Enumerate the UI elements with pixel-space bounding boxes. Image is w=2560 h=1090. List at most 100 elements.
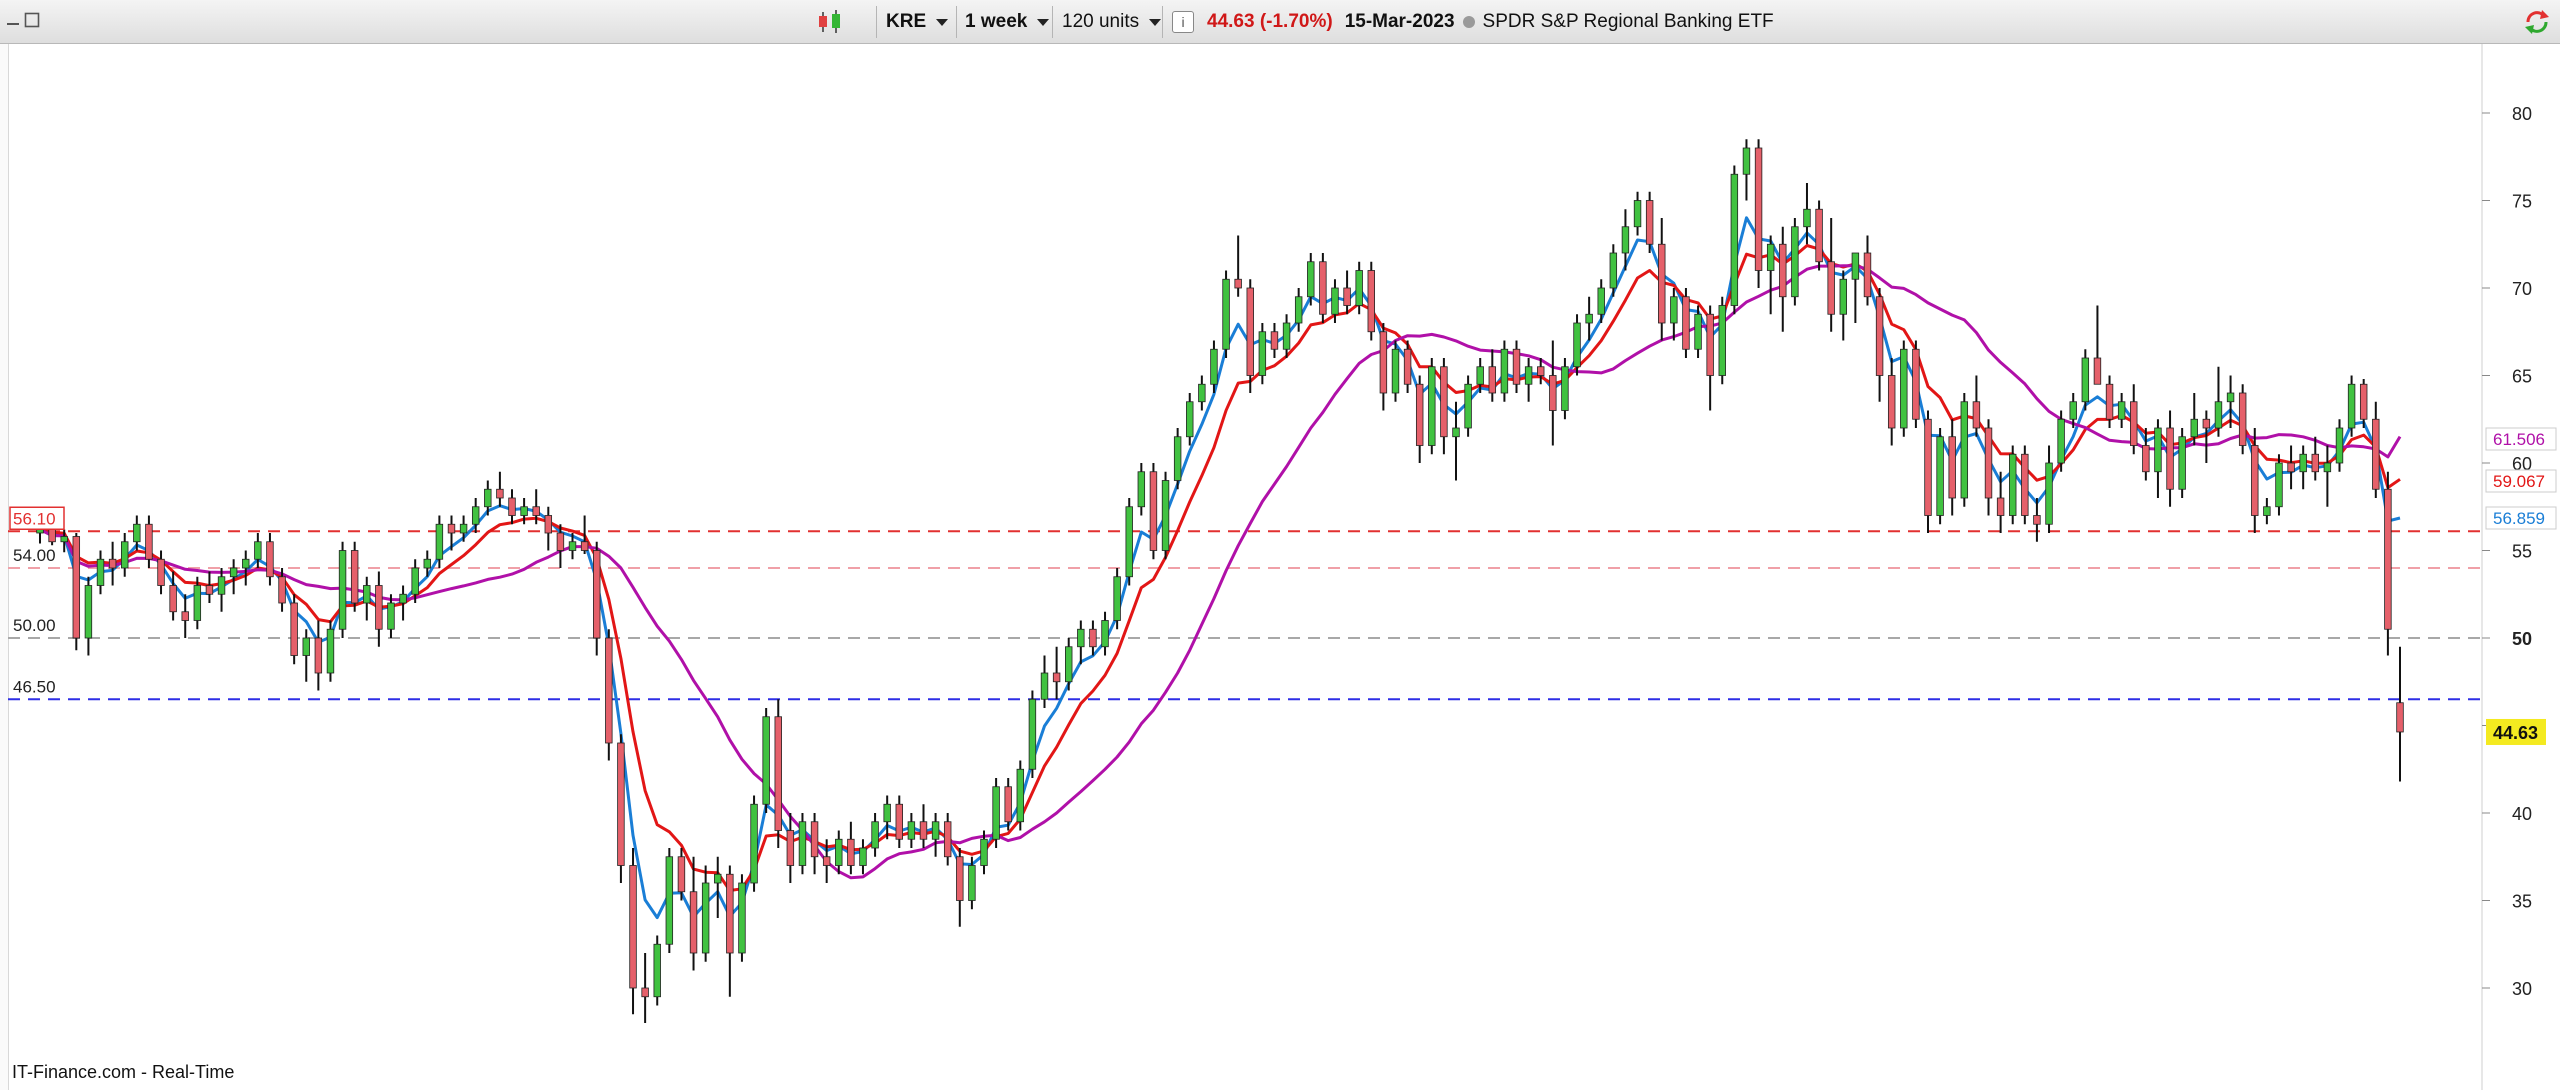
candle-body (1307, 261, 1315, 298)
candle-body (60, 536, 68, 543)
symbol-select[interactable]: KRE (886, 7, 949, 37)
candle-body (2057, 418, 2065, 464)
candle-body (2214, 401, 2223, 429)
y-tick-label: 60 (2512, 454, 2532, 474)
candle-body (290, 602, 298, 656)
candle-body (121, 541, 129, 569)
candle-body (1996, 497, 2005, 516)
moving-average-line (39, 264, 2402, 880)
candle-body (1791, 226, 1799, 298)
candle-body (1803, 208, 1811, 228)
candle-body (1367, 270, 1375, 333)
candle-body (1040, 672, 1049, 700)
candle-body (1379, 331, 1388, 394)
candle-body (1924, 418, 1932, 516)
candle-body (314, 637, 323, 674)
quote-date: 15-Mar-2023 (1344, 11, 1455, 32)
moving-average-line (39, 216, 2401, 920)
candle-body (1210, 348, 1218, 385)
candle-body (1839, 278, 1847, 315)
refresh-icon[interactable] (2522, 7, 2552, 37)
candle-body (520, 506, 528, 516)
candle-body (157, 558, 165, 586)
candle-body (302, 637, 310, 656)
candle-body (1077, 628, 1085, 648)
candle-body (1718, 305, 1726, 376)
candle-body (2105, 383, 2114, 420)
ma-value-label: 61.506 (2493, 430, 2545, 449)
units-select[interactable]: 120 units (1062, 7, 1162, 37)
y-tick-label: 55 (2512, 542, 2532, 562)
candle-body (72, 536, 81, 639)
candle-body (1440, 366, 1448, 438)
candle-body (617, 742, 625, 866)
candle-body (1052, 672, 1061, 683)
candle-body (2117, 401, 2126, 420)
candle-body (919, 821, 928, 840)
candle-body (1222, 278, 1230, 350)
candle-body (2238, 392, 2247, 446)
candle-body (1355, 270, 1363, 306)
candle-body (1524, 366, 1533, 385)
candle-body (689, 891, 698, 954)
candle-body (2142, 445, 2150, 473)
interval-select[interactable]: 1 week (965, 7, 1050, 37)
candle-body (2275, 462, 2283, 508)
candle-body (1694, 313, 1702, 350)
candle-body (835, 838, 843, 866)
candle-body (1428, 366, 1436, 446)
candle-body (205, 585, 214, 595)
minimize-icon[interactable] (5, 12, 21, 28)
y-tick-label: 80 (2512, 104, 2532, 124)
candle-body (1476, 366, 1484, 385)
candle-body (1742, 147, 1751, 175)
candle-body (1948, 436, 1956, 499)
y-tick-label: 70 (2512, 279, 2532, 299)
candle-body (1004, 786, 1012, 823)
price-axis-bg (2482, 44, 2560, 1090)
candle-body (399, 593, 407, 604)
candle-body (181, 611, 189, 621)
info-icon[interactable]: i (1172, 7, 1194, 37)
maximize-icon[interactable] (24, 12, 40, 28)
candle-body (1597, 287, 1605, 315)
level-label: 56.10 (13, 509, 56, 528)
candle-body (423, 558, 431, 569)
candle-body (48, 529, 56, 543)
candle-body (907, 821, 916, 840)
candlestick-type-icon[interactable] (816, 7, 846, 37)
candle-body (641, 987, 649, 998)
candle-body (1573, 322, 1581, 368)
candle-body (1633, 200, 1642, 228)
candle-body (266, 541, 274, 578)
candle-body (605, 637, 613, 744)
candlestick-chart[interactable]: 30 35 40 50 55 60 65 70 75 80 61.506 59.067 56.859 4… (0, 44, 2560, 1090)
candle-body (714, 873, 722, 884)
candle-body (968, 865, 976, 901)
candle-body (1912, 348, 1920, 420)
candle-body (338, 550, 347, 630)
candle-body (1258, 331, 1267, 376)
candle-body (859, 847, 867, 866)
units-label: 120 units (1062, 11, 1140, 32)
candle-body (750, 803, 758, 884)
candle-body (1512, 348, 1521, 385)
candle-body (1645, 200, 1654, 245)
candle-body (459, 523, 468, 534)
candle-body (1016, 768, 1025, 823)
candle-body (1391, 348, 1400, 394)
candle-body (108, 558, 117, 569)
candle-body (2045, 462, 2053, 525)
candle-body (931, 821, 940, 840)
level-label: 46.50 (13, 677, 56, 696)
candle-body (956, 856, 964, 901)
candle-body (2081, 357, 2090, 403)
candle-body (2069, 401, 2077, 420)
candle-body (1464, 383, 1472, 429)
candle-body (1972, 401, 1981, 429)
candle-body (2287, 462, 2295, 473)
candle-body (1875, 296, 1884, 376)
candle-body (36, 529, 44, 534)
candle-body (2311, 453, 2319, 473)
candle-body (1766, 243, 1775, 271)
